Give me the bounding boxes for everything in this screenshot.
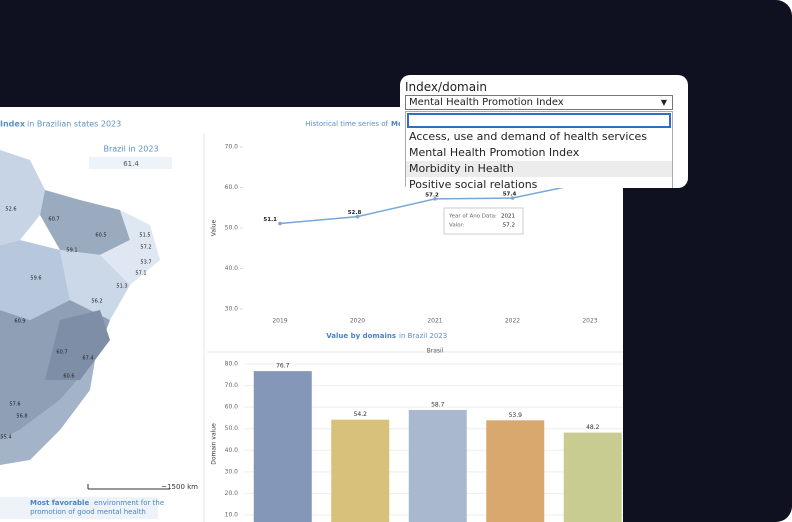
tooltip-value: 2021 xyxy=(501,214,515,220)
subtitle: Brasil xyxy=(427,348,444,355)
state-value: 60.7 xyxy=(56,350,67,356)
y-tick-label: 50.0 xyxy=(225,425,239,432)
state-value: 60.7 xyxy=(48,217,59,223)
data-label: 54.2 xyxy=(354,411,368,418)
y-tick-label: 60.0 xyxy=(225,184,239,191)
y-tick-label: 30.0 xyxy=(225,306,239,313)
data-label: 52.8 xyxy=(348,210,362,216)
y-tick-label: 40.0 xyxy=(225,447,239,454)
summary-label: Brazil in 2023 xyxy=(103,145,158,154)
state-value: 56.2 xyxy=(91,299,102,305)
dropdown-popup: Index/domain Mental Health Promotion Ind… xyxy=(400,75,688,188)
footer-box xyxy=(0,497,158,519)
x-tick-label: 2020 xyxy=(350,318,365,325)
x-tick-label: 2023 xyxy=(582,318,597,325)
map xyxy=(0,150,160,465)
bar xyxy=(408,409,467,522)
footer: environment for the xyxy=(94,499,164,507)
y-tick-label: 30.0 xyxy=(225,468,239,475)
y-tick-label: 70.0 xyxy=(225,144,239,151)
y-tick-label: 10.0 xyxy=(225,512,239,519)
search-input[interactable] xyxy=(407,113,671,128)
data-label: 76.7 xyxy=(276,363,290,370)
point xyxy=(433,197,437,201)
x-tick-label: 2022 xyxy=(505,318,520,325)
state-value: 60.6 xyxy=(63,374,74,380)
state-value: 59.1 xyxy=(66,248,77,254)
map-title: Index xyxy=(0,120,26,129)
y-tick-label: 20.0 xyxy=(225,490,239,497)
x-tick-label: 2021 xyxy=(427,318,442,325)
y-tick-label: 50.0 xyxy=(225,225,239,232)
footer: Most favorable xyxy=(30,499,89,507)
y-tick-label: 60.0 xyxy=(225,404,239,411)
footer: promotion of good mental health xyxy=(30,508,146,516)
chart-title: Value by domains xyxy=(326,332,396,340)
tooltip xyxy=(443,207,524,235)
state-value: 56.8 xyxy=(16,414,27,420)
data-label: 51.1 xyxy=(263,217,277,223)
y-axis-label: Value xyxy=(211,219,218,236)
point xyxy=(278,221,282,226)
data-label: 58.7 xyxy=(431,401,445,408)
dropdown-option[interactable]: Morbidity in Health xyxy=(406,161,672,177)
selected-value: Mental Health Promotion Index xyxy=(409,97,564,108)
dropdown-option[interactable]: Positive social relations xyxy=(409,178,538,188)
state-value: 60.9 xyxy=(14,319,25,325)
state-value: 67.4 xyxy=(82,356,93,362)
map-title: in Brazilian states 2023 xyxy=(27,120,121,129)
bar xyxy=(563,432,622,522)
data-label: 57.2 xyxy=(425,192,439,198)
bar xyxy=(253,371,312,522)
state-value: 52.6 xyxy=(5,207,16,213)
state-value: 51.3 xyxy=(116,284,127,290)
state-value: 57.6 xyxy=(9,402,20,408)
state-value: 57.1 xyxy=(135,271,146,277)
y-tick-label: 70.0 xyxy=(225,382,239,389)
tooltip-value: 57.2 xyxy=(503,223,515,229)
chart-title: Historical time series of xyxy=(305,120,388,128)
option-list: Access, use and demand of health service… xyxy=(405,111,673,188)
bar xyxy=(331,419,390,522)
state-value: 51.5 xyxy=(139,233,150,239)
point xyxy=(355,214,360,219)
state-value: 57.2 xyxy=(140,245,151,251)
tooltip-key: Year of Ano Data: xyxy=(448,214,497,220)
y-tick-label: 80.0 xyxy=(225,361,239,368)
state-value: 59.6 xyxy=(30,276,41,282)
summary-box xyxy=(89,157,172,169)
x-tick-label: 2019 xyxy=(272,318,287,325)
y-axis-label: Domain value xyxy=(211,423,218,465)
dropdown-select[interactable]: Mental Health Promotion Index ▼ xyxy=(405,95,673,110)
state-value: 60.5 xyxy=(95,233,106,239)
dropdown-option[interactable]: Access, use and demand of health service… xyxy=(409,130,648,143)
data-label: 48.2 xyxy=(586,424,600,431)
data-label: 57.4 xyxy=(503,192,517,198)
point xyxy=(510,196,515,200)
data-label: 53.9 xyxy=(509,412,523,419)
scale-label: ~1500 km xyxy=(161,483,198,491)
tooltip-key: Valor: xyxy=(449,223,465,229)
state-value: 55.4 xyxy=(0,435,11,441)
chart-title: in Brazil 2023 xyxy=(399,332,447,340)
dropdown-label: Index/domain xyxy=(405,80,488,94)
state-value: 53.7 xyxy=(140,260,151,266)
dropdown-option[interactable]: Mental Health Promotion Index xyxy=(409,146,580,159)
bar xyxy=(486,420,545,522)
y-tick-label: 40.0 xyxy=(225,265,239,272)
summary-value: 61.4 xyxy=(123,160,139,168)
dropdown-arrow: ▼ xyxy=(660,98,667,107)
